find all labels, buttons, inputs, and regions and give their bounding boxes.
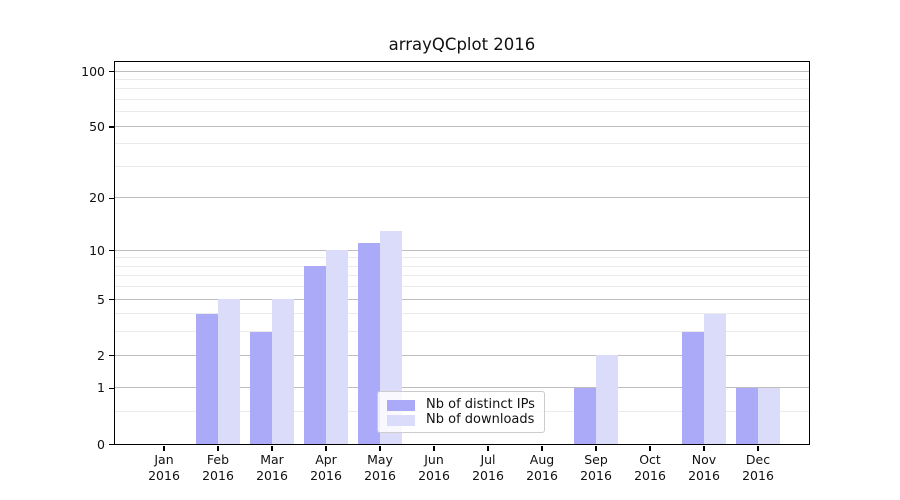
- x-tick-mark: [757, 446, 759, 451]
- gridline-minor: [115, 265, 809, 267]
- x-tick-label: Nov 2016: [688, 452, 720, 483]
- gridline-major: [115, 387, 809, 389]
- bar-downloads: [703, 313, 726, 444]
- gridline-minor: [115, 275, 809, 277]
- gridline-minor: [115, 166, 809, 167]
- x-tick-label: Oct 2016: [634, 452, 666, 483]
- chart-title: arrayQCplot 2016: [388, 35, 536, 54]
- x-tick-mark: [703, 446, 705, 451]
- legend-item-distinct-ips: Nb of distinct IPs: [387, 398, 535, 412]
- gridline-minor: [115, 257, 809, 259]
- gridline-minor: [115, 286, 809, 288]
- x-tick-mark: [541, 446, 543, 451]
- y-tick-label: 0: [97, 436, 105, 452]
- legend-label-distinct-ips: Nb of distinct IPs: [426, 397, 535, 412]
- bar-distinct-ips: [681, 331, 704, 444]
- y-tick-label: 5: [97, 291, 105, 307]
- bar-downloads: [379, 230, 402, 444]
- legend-swatch-distinct-ips: [387, 399, 415, 411]
- x-tick-mark: [487, 446, 489, 451]
- legend-item-downloads: Nb of downloads: [387, 413, 535, 427]
- y-tick-mark: [109, 197, 114, 200]
- plot-frame: [114, 61, 810, 445]
- x-tick-label: Apr 2016: [310, 452, 342, 483]
- x-tick-mark: [325, 446, 327, 451]
- legend-label-downloads: Nb of downloads: [426, 412, 535, 427]
- gridline-minor: [115, 88, 809, 90]
- y-tick-mark: [109, 126, 114, 128]
- y-tick-mark: [109, 298, 114, 301]
- x-tick-mark: [649, 446, 651, 451]
- y-tick-mark: [109, 70, 114, 73]
- bar-distinct-ips: [735, 387, 758, 444]
- legend: Nb of distinct IPs Nb of downloads: [377, 391, 545, 433]
- y-tick-mark: [109, 443, 114, 446]
- gridline-major: [115, 298, 809, 300]
- x-tick-mark: [271, 446, 273, 451]
- y-tick-mark: [109, 387, 114, 390]
- bar-downloads: [271, 299, 294, 444]
- y-tick-label: 100: [81, 63, 105, 79]
- gridline-minor: [115, 111, 809, 113]
- x-tick-mark: [433, 446, 435, 451]
- x-tick-label: Mar 2016: [256, 452, 288, 483]
- x-tick-mark: [379, 446, 381, 451]
- gridline-major: [115, 197, 809, 199]
- x-tick-label: Jun 2016: [418, 452, 450, 483]
- bar-distinct-ips: [303, 266, 326, 444]
- gridline-major: [115, 125, 809, 127]
- x-tick-label: Dec 2016: [742, 452, 774, 483]
- bar-downloads: [325, 250, 348, 444]
- y-tick-mark: [109, 354, 114, 357]
- y-tick-label: 50: [89, 118, 105, 134]
- gridline-minor: [115, 331, 809, 333]
- x-tick-label: Sep 2016: [580, 452, 612, 483]
- y-tick-label: 20: [89, 190, 105, 206]
- x-tick-mark: [217, 446, 219, 451]
- bar-downloads: [217, 299, 240, 444]
- legend-swatch-downloads: [387, 414, 415, 426]
- bar-distinct-ips: [195, 313, 218, 444]
- x-tick-label: May 2016: [364, 452, 396, 483]
- x-tick-mark: [595, 446, 597, 451]
- bar-downloads: [595, 355, 618, 444]
- gridline-minor: [115, 313, 809, 315]
- x-tick-mark: [163, 446, 165, 451]
- bar-distinct-ips: [249, 331, 272, 444]
- y-tick-label: 1: [97, 380, 105, 396]
- gridline-major: [115, 354, 809, 356]
- x-tick-label: Jan 2016: [148, 452, 180, 483]
- gridline-minor: [115, 78, 809, 80]
- y-tick-label: 2: [97, 347, 105, 363]
- plot-area: [115, 62, 809, 444]
- y-tick-mark: [109, 249, 114, 252]
- bar-distinct-ips: [573, 387, 596, 444]
- x-tick-label: Aug 2016: [526, 452, 558, 483]
- x-tick-label: Feb 2016: [202, 452, 234, 483]
- y-tick-label: 10: [89, 242, 105, 258]
- gridline-major: [115, 70, 809, 72]
- gridline-major: [115, 249, 809, 251]
- gridline-minor: [115, 143, 809, 145]
- bar-distinct-ips: [357, 243, 380, 444]
- gridline-minor: [115, 99, 809, 101]
- x-tick-label: Jul 2016: [472, 452, 504, 483]
- bar-downloads: [757, 387, 780, 444]
